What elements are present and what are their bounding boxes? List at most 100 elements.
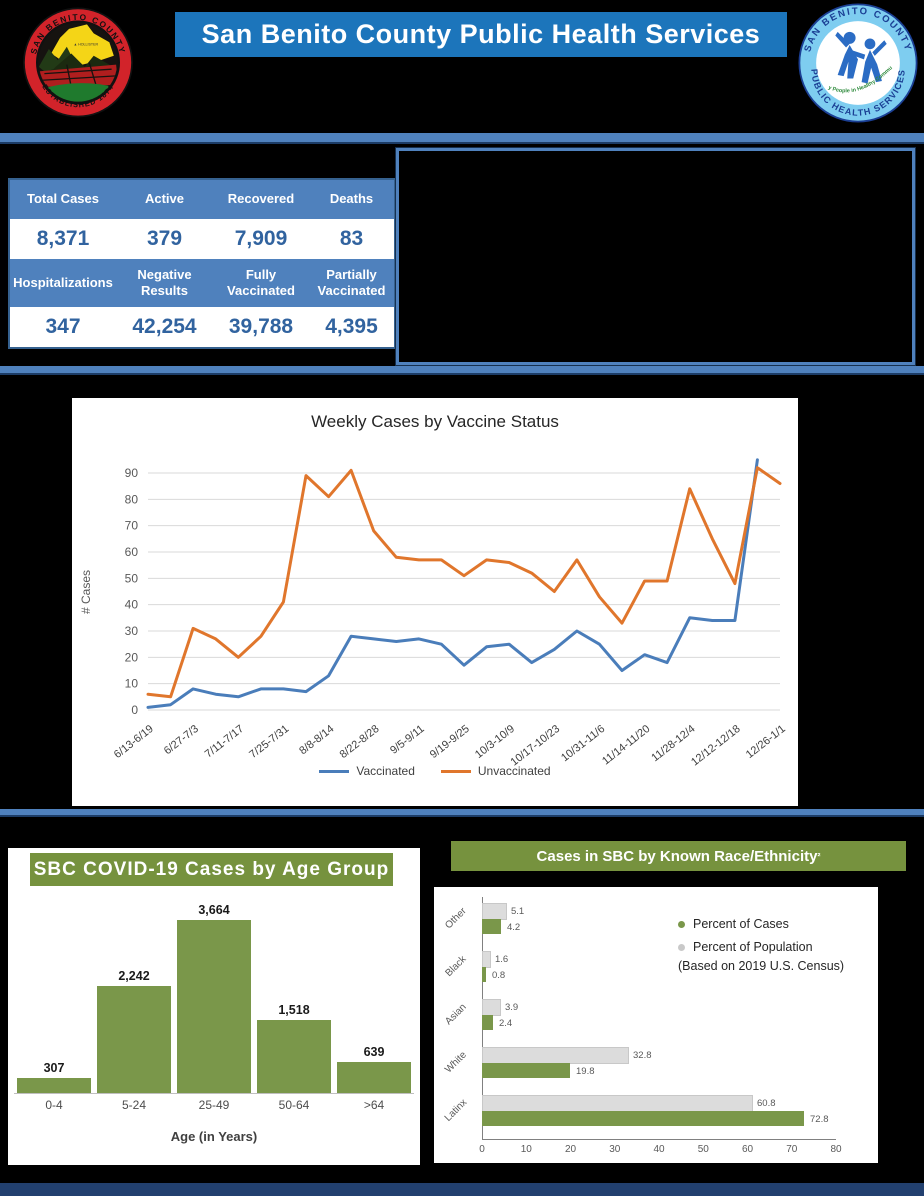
race-bar-population [482, 951, 491, 968]
svg-text:11/14-11/20: 11/14-11/20 [600, 723, 652, 768]
stat-value-partially-vaccinated: 4,395 [325, 315, 378, 338]
cases-legend-dot [678, 920, 685, 928]
svg-text:9/5-9/11: 9/5-9/11 [388, 723, 427, 757]
svg-text:12/26-1/1: 12/26-1/1 [744, 723, 788, 761]
race-x-tick: 50 [697, 1144, 709, 1155]
legend-label: Unvaccinated [477, 764, 551, 778]
legend-census-note: (Based on 2019 U.S. Census) [678, 959, 845, 973]
line-chart-plot: 0 10 20 30 40 50 60 70 80 90 # Cases 6/13-6/19 6/27-… [79, 458, 788, 769]
stat-label: Fully Vaccinated [227, 266, 295, 298]
legend-swatch [440, 769, 471, 773]
stats-header-row-2: Hospitalizations Negative Results Fully … [10, 259, 394, 307]
age-chart-categories: 0-4 5-24 25-49 50-64 >64 [14, 1098, 414, 1112]
age-bar-value: 307 [43, 1061, 65, 1075]
race-chart-legend: Percent of Cases Percent of Population (… [678, 917, 844, 973]
page-title: San Benito County Public Health Services [175, 12, 787, 57]
population-legend-dot [678, 943, 685, 951]
race-category-label: White [443, 1049, 469, 1076]
age-bar [337, 1062, 411, 1093]
age-category-label: 0-4 [45, 1098, 63, 1112]
race-bar-value: 19.8 [576, 1066, 595, 1077]
stat-label: Deaths [329, 191, 374, 207]
stat-label: Hospitalizations [13, 274, 113, 290]
svg-text:8/8-8/14: 8/8-8/14 [297, 723, 336, 757]
race-chart-title-superscript: ² [817, 851, 821, 861]
public-health-logo-image: SAN BENITO COUNTY PUBLIC HEALTH SERVICES… [796, 0, 918, 123]
svg-text:70: 70 [125, 519, 139, 533]
stat-label: Active [144, 191, 185, 207]
cases-legend-label: Percent of Cases [693, 917, 789, 931]
stat-value-total-cases: 8,371 [36, 227, 90, 250]
race-bar-cases [482, 967, 486, 982]
age-chart-xlabel: Age (in Years) [170, 1129, 258, 1144]
race-x-tick: 70 [786, 1144, 798, 1155]
age-bar [97, 986, 171, 1093]
race-bar-cases [482, 919, 501, 934]
legend-label: Vaccinated [356, 764, 415, 778]
stat-value-hospitalizations: 347 [45, 315, 81, 338]
svg-text:40: 40 [125, 598, 139, 612]
stat-value-negative-results: 42,254 [132, 315, 197, 338]
age-bar-group: 3,664 [174, 903, 254, 1093]
race-x-tick: 60 [741, 1144, 754, 1155]
race-x-tick: 20 [564, 1144, 577, 1155]
age-bar-group: 1,518 [254, 903, 334, 1093]
divider-bar-top [0, 133, 924, 144]
age-bar-value: 2,242 [118, 969, 150, 983]
race-bar-value: 5.1 [511, 906, 525, 917]
svg-text:6/13-6/19: 6/13-6/19 [112, 723, 156, 761]
svg-text:10/17-10/23: 10/17-10/23 [508, 723, 562, 769]
stat-value-fully-vaccinated: 39,788 [228, 315, 294, 338]
race-chart-plot: 5.1 4.2 Other 1.6 0.8 Black 3.9 2.4 Asian 32.8 19.… [434, 887, 878, 1163]
race-x-tick: 80 [830, 1144, 842, 1155]
svg-text:6/27-7/3: 6/27-7/3 [162, 723, 201, 757]
stat-label: Partially Vaccinated [317, 266, 386, 298]
race-category-label: Latinx [442, 1097, 470, 1124]
race-bar-population [482, 1095, 753, 1112]
legend-item-population: Percent of Population [678, 940, 844, 954]
race-bar-value: 32.8 [633, 1050, 652, 1061]
race-bar-value: 60.8 [757, 1098, 776, 1109]
public-health-logo: SAN BENITO COUNTY PUBLIC HEALTH SERVICES… [796, 0, 918, 124]
race-bar-value: 0.8 [492, 970, 506, 981]
age-bar [257, 1020, 331, 1093]
race-x-tick: 30 [609, 1144, 621, 1155]
race-bar-population [482, 903, 507, 920]
race-bar-value: 4.2 [507, 922, 521, 933]
svg-text:8/22-8/28: 8/22-8/28 [338, 723, 382, 761]
age-category-label: 50-64 [278, 1098, 310, 1112]
svg-text:7/11-7/17: 7/11-7/17 [203, 723, 246, 761]
stat-label: Negative Results [137, 266, 192, 298]
svg-text:9/19-9/25: 9/19-9/25 [428, 723, 472, 761]
svg-text:7/25-7/31: 7/25-7/31 [247, 723, 291, 761]
race-category-label: Other [443, 905, 469, 932]
race-x-tick: 0 [479, 1144, 485, 1155]
age-category-label: 25-49 [198, 1098, 230, 1112]
legend-item-vaccinated: Vaccinated [319, 764, 415, 778]
svg-text:20: 20 [125, 650, 139, 664]
race-chart-x-axis [482, 1139, 836, 1140]
county-seal-logo: ▲ HOLLISTER SAN BENITO COUNTY ESTABLISHE… [22, 4, 134, 122]
age-chart-bars: 307 2,242 3,664 1,518 639 [14, 903, 414, 1094]
age-bar-value: 1,518 [278, 1003, 310, 1017]
stat-label: Recovered [227, 191, 295, 207]
svg-text:90: 90 [125, 466, 139, 480]
line-chart-legend: Vaccinated Unvaccinated [72, 764, 798, 778]
people-figures [835, 31, 887, 84]
age-bar [177, 920, 251, 1093]
race-category-label: Black [443, 953, 469, 980]
legend-swatch [319, 769, 350, 773]
svg-text:# Cases: # Cases [79, 570, 93, 614]
race-bar-population [482, 1047, 629, 1064]
case-stats-table: Total Cases Active Recovered Deaths 8,37… [8, 178, 396, 349]
stat-value-recovered: 7,909 [234, 227, 288, 250]
svg-text:50: 50 [125, 571, 139, 585]
weekly-cases-chart-panel: Weekly Cases by Vaccine Status 0 10 20 30 40… [72, 398, 798, 806]
race-chart-panel: 5.1 4.2 Other 1.6 0.8 Black 3.9 2.4 Asian 32.8 19.… [434, 887, 878, 1163]
stat-label: Total Cases [26, 191, 99, 207]
race-bar-cases [482, 1015, 493, 1030]
age-category-label: 5-24 [121, 1098, 147, 1112]
age-bar-value: 3,664 [198, 903, 230, 917]
legend-item-unvaccinated: Unvaccinated [440, 764, 551, 778]
stats-value-row-1: 8,371 379 7,909 83 [10, 219, 394, 259]
